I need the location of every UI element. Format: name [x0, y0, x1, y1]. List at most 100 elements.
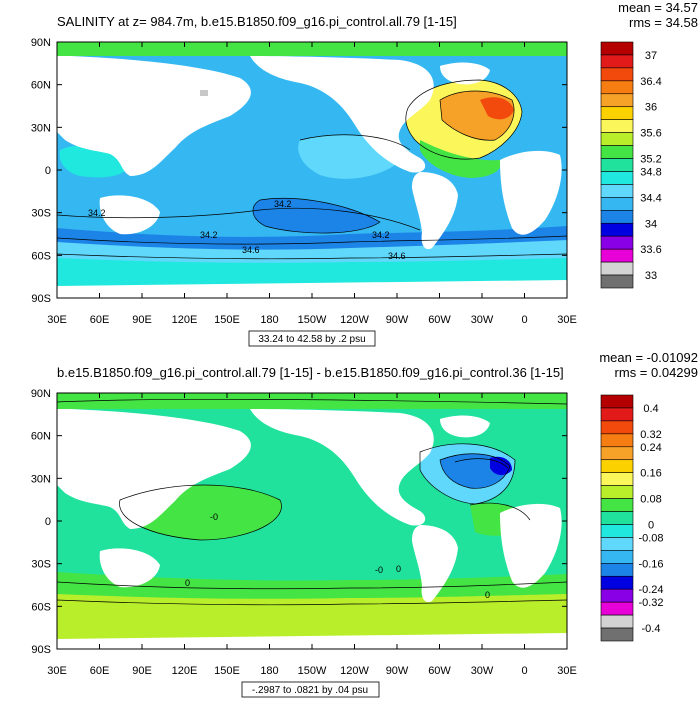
colorbar-swatch [600, 394, 634, 409]
lat-tick-label: 60S [31, 601, 51, 613]
colorbar-swatch [600, 563, 634, 577]
colorbar-label: 0.16 [640, 468, 661, 480]
lat-tick-label: 90N [31, 37, 51, 49]
bottom-mean-stat: mean = -0.01092 [599, 350, 698, 365]
colorbar-label: 36.4 [640, 76, 661, 88]
lon-tick-label: 30E [47, 314, 67, 326]
lon-tick-label: 120W [340, 665, 369, 677]
lon-tick-label: 30W [471, 314, 494, 326]
bottom-range-box [241, 681, 380, 698]
colorbar-swatch [600, 433, 634, 448]
colorbar-swatch [600, 627, 634, 642]
colorbar-swatch [600, 67, 634, 82]
lon-tick-label: 30E [557, 665, 577, 677]
top-map-field: 34.2 34.2 34.2 34.2 34.6 34.6 [57, 42, 567, 298]
top-atlantic-red [480, 97, 514, 120]
colorbar-swatch [600, 614, 634, 629]
colorbar-label: 37 [645, 50, 657, 62]
lon-tick-label: 0 [521, 314, 527, 326]
colorbar-swatch [600, 41, 634, 56]
lon-tick-label: 180 [260, 314, 278, 326]
contour-label: 34.2 [372, 230, 390, 240]
lon-tick-label: 0 [521, 665, 527, 677]
colorbar-label: -0.16 [638, 558, 663, 570]
lon-tick-label: 120W [340, 314, 369, 326]
contour-label: 34.2 [200, 230, 218, 240]
bottom-contour-labels: -0 0 0 -0 0 [185, 512, 490, 600]
lat-tick-label: 0 [45, 165, 51, 177]
colorbar-swatch [600, 601, 634, 616]
lon-tick-label: 90W [386, 665, 409, 677]
colorbar-swatch [600, 248, 634, 263]
colorbar-swatch [600, 472, 634, 486]
lon-tick-label: 150W [298, 665, 327, 677]
contour-label: 34.2 [88, 208, 106, 218]
bottom-panel: b.e15.B1850.f09_g16.pi_control.all.79 [1… [31, 350, 698, 698]
colorbar-swatch [600, 235, 634, 250]
colorbar-label: -0.24 [638, 584, 663, 596]
colorbar-label: -0.08 [638, 532, 663, 544]
colorbar-label: 34 [645, 218, 657, 230]
colorbar-swatch [600, 498, 634, 512]
colorbar-swatch [600, 537, 634, 551]
top-range-label: 33.24 to 42.58 by .2 psu [258, 334, 365, 345]
colorbar-swatch [600, 93, 634, 108]
colorbar-swatch [600, 197, 634, 211]
lat-tick-label: 60N [31, 80, 51, 92]
bottom-range-label: -.2987 to .0821 by .04 psu [252, 685, 368, 696]
top-range-box [248, 330, 376, 347]
contour-label: 0 [185, 578, 190, 588]
contour-label: 34.6 [242, 245, 260, 255]
colorbar-label: 0.32 [640, 429, 661, 441]
top-colorbar: 37 36.4 36 35.6 35.234.8 34.4 34 33.6 33 [600, 41, 662, 289]
colorbar-swatch [600, 588, 634, 603]
colorbar-swatch [600, 550, 634, 564]
lon-tick-label: 90E [132, 665, 152, 677]
lon-tick-label: 30W [471, 665, 494, 677]
lon-tick-label: 120E [172, 314, 198, 326]
colorbar-swatch [600, 222, 634, 237]
lat-tick-label: 60N [31, 431, 51, 443]
contour-label: -0 [210, 512, 218, 522]
colorbar-label: 34.8 [640, 166, 661, 178]
colorbar-label: 0.4 [643, 403, 658, 415]
lat-tick-label: 90S [31, 293, 51, 305]
lon-tick-label: 30E [47, 665, 67, 677]
top-contours [57, 79, 567, 260]
colorbar-swatch [600, 80, 634, 95]
lat-tick-label: 60S [31, 250, 51, 262]
colorbar-label: 34.4 [640, 192, 661, 204]
colorbar-label: 36 [645, 102, 657, 114]
colorbar-swatch [600, 459, 634, 473]
colorbar-swatch [600, 575, 634, 590]
colorbar-label: 33 [645, 270, 657, 282]
contour-label: 34.6 [388, 251, 406, 261]
lon-tick-label: 60E [90, 314, 110, 326]
top-panel-title: SALINITY at z= 984.7m, b.e15.B1850.f09_g… [57, 14, 457, 29]
lon-tick-label: 90E [132, 314, 152, 326]
colorbar-swatch [600, 420, 634, 435]
contour-label: 34.2 [274, 199, 292, 209]
lat-tick-label: 90N [31, 388, 51, 400]
colorbar-swatch [600, 54, 634, 69]
bottom-map-field: -0 0 0 -0 0 [57, 393, 567, 649]
colorbar-swatch [600, 511, 634, 525]
contour-label: 0 [485, 590, 490, 600]
colorbar-label: 33.6 [640, 244, 661, 256]
colorbar-swatch [600, 132, 634, 146]
bottom-rms-stat: rms = 0.04299 [615, 365, 698, 380]
colorbar-label: -0.4 [642, 623, 661, 635]
colorbar-swatch [600, 407, 634, 422]
colorbar-label: -0.32 [638, 597, 663, 609]
colorbar-swatch [600, 158, 634, 172]
lon-tick-label: 90W [386, 314, 409, 326]
bottom-contours [57, 398, 567, 606]
bottom-colorbar: 0.4 0.320.24 0.16 0.08 0-0.08 -0.16 -0.24-0.32… [600, 394, 664, 642]
colorbar-swatch [600, 145, 634, 159]
colorbar-label: 0 [648, 519, 654, 531]
colorbar-swatch [600, 446, 634, 461]
top-panel: SALINITY at z= 984.7m, b.e15.B1850.f09_g… [31, 0, 698, 347]
lon-tick-label: 30E [557, 314, 577, 326]
lon-tick-label: 60E [90, 665, 110, 677]
